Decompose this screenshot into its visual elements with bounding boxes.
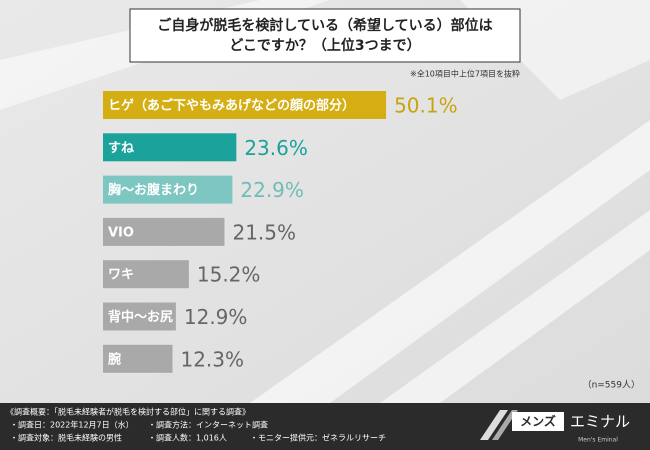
- bar: [103, 91, 387, 119]
- bar: [103, 260, 189, 289]
- category-label: すね: [108, 141, 134, 156]
- bar: [103, 133, 237, 162]
- chart-title: どこですか？（上位3つまで）: [229, 37, 420, 54]
- note: ※全10項目中上位7項目を抜粋: [410, 69, 520, 79]
- bar: [103, 175, 233, 204]
- footer-text: ・調査日：2022年12月7日（水）: [10, 420, 134, 430]
- value-label: 12.9%: [184, 305, 248, 329]
- bg-stripe: [380, 210, 650, 403]
- value-label: 12.3%: [180, 347, 244, 371]
- logo-tagline: Men's Eminal: [578, 437, 618, 444]
- logo-text: エミナル: [570, 413, 630, 431]
- chart-title: ご自身が脱毛を検討している（希望している）部位は: [157, 17, 492, 34]
- value-label: 15.2%: [197, 263, 261, 287]
- footer-text: ・調査対象：脱毛未経験の男性: [10, 433, 122, 443]
- category-label: 胸～お腹まわり: [108, 182, 199, 198]
- footer-text: 《調査概要：「脱毛未経験者が脱毛を検討する部位」に関する調査》: [6, 407, 250, 417]
- value-label: 21.5%: [232, 220, 296, 244]
- footer-text: ・調査方法：インターネット調査: [148, 420, 268, 430]
- category-label: ヒゲ（あご下やもみあげなどの顔の部分）: [108, 98, 355, 114]
- bar: [103, 217, 225, 246]
- logo-text: メンズ: [520, 414, 556, 429]
- value-label: 23.6%: [244, 136, 308, 160]
- footer-text: ・調査人数：1,016人: [148, 433, 227, 443]
- logo-box: [512, 412, 564, 431]
- plot: ヒゲ（あご下やもみあげなどの顔の部分） 50.1% すね 23.6% 胸～お腹まわり 22…: [103, 91, 458, 373]
- sample-note: （n=559人）: [583, 380, 640, 391]
- bar: [103, 302, 176, 331]
- bg-stripe: [250, 120, 650, 403]
- value-label: 50.1%: [394, 94, 458, 118]
- footer-text: ・モニター提供元：ゼネラルリサーチ: [250, 433, 386, 443]
- category-label: 腕: [108, 351, 121, 367]
- logo-mark: [480, 410, 508, 440]
- category-label: 背中～お尻: [108, 309, 173, 325]
- logo-mark: [492, 410, 518, 440]
- value-label: 22.9%: [240, 178, 304, 202]
- category-label: VIO: [108, 225, 134, 240]
- category-label: ワキ: [108, 268, 134, 283]
- title-box: [129, 8, 521, 63]
- bar: [103, 344, 173, 373]
